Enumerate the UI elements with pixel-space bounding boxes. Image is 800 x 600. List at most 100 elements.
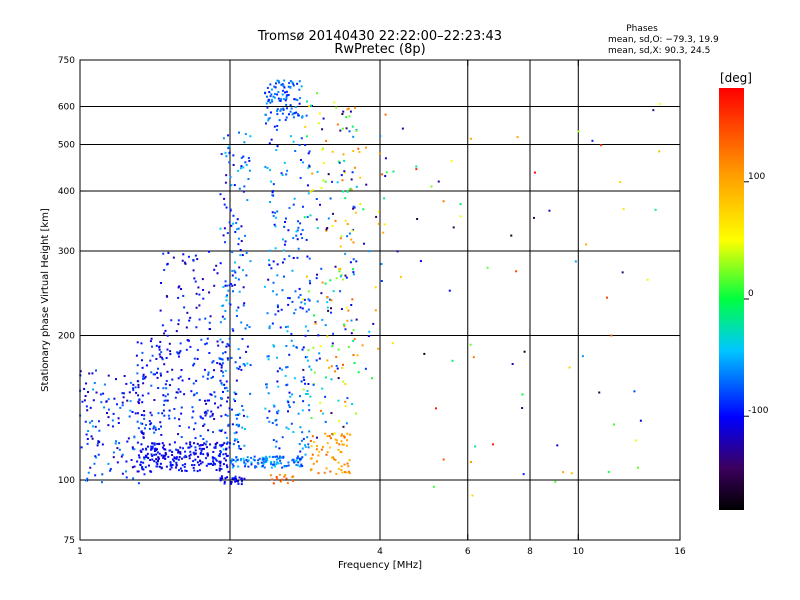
data-point: [183, 456, 186, 459]
data-point: [448, 289, 451, 292]
data-point: [291, 393, 294, 396]
data-point: [330, 456, 333, 459]
data-point: [224, 151, 227, 154]
data-point: [254, 466, 257, 469]
data-point: [309, 214, 312, 217]
data-point: [278, 455, 281, 458]
data-point: [225, 299, 228, 302]
data-point: [268, 91, 271, 94]
data-point: [321, 148, 324, 151]
data-point: [321, 445, 324, 448]
data-point: [344, 405, 347, 408]
data-point: [275, 128, 278, 131]
data-point: [196, 442, 199, 445]
data-point: [304, 453, 307, 456]
data-point: [241, 337, 244, 340]
data-point: [335, 355, 338, 358]
data-point: [231, 251, 234, 254]
data-point: [270, 88, 273, 91]
data-point: [216, 272, 219, 275]
data-point: [307, 446, 310, 449]
data-point: [305, 135, 308, 138]
data-point: [220, 358, 223, 361]
data-point: [169, 461, 172, 464]
data-point: [267, 100, 270, 103]
data-point: [341, 367, 344, 370]
data-point: [194, 437, 197, 440]
data-point: [340, 465, 343, 468]
data-point: [126, 399, 129, 402]
data-point: [214, 395, 217, 398]
data-point: [349, 433, 352, 436]
data-point: [285, 95, 288, 98]
data-point: [267, 119, 270, 122]
data-point: [167, 414, 170, 417]
data-point: [256, 461, 259, 464]
data-point: [213, 391, 216, 394]
data-point: [83, 387, 86, 390]
data-point: [156, 451, 159, 454]
data-point: [654, 208, 657, 211]
data-point: [442, 200, 445, 203]
data-point: [292, 401, 295, 404]
data-point: [234, 271, 237, 274]
data-point: [208, 321, 211, 324]
data-point: [346, 432, 349, 435]
data-point: [111, 425, 114, 428]
data-point: [232, 458, 235, 461]
data-point: [276, 145, 279, 148]
data-point: [223, 197, 226, 200]
stats-line-o: mean, sd,O: −79.3, 19.9: [608, 35, 719, 45]
data-point: [253, 455, 256, 458]
data-point: [236, 438, 239, 441]
data-point: [248, 326, 251, 329]
data-point: [206, 399, 209, 402]
data-point: [178, 351, 181, 354]
data-point: [285, 465, 288, 468]
data-point: [324, 282, 327, 285]
data-point: [235, 480, 238, 483]
data-point: [284, 217, 287, 220]
data-point: [91, 372, 94, 375]
data-point: [343, 463, 346, 466]
data-point: [94, 474, 97, 477]
data-point: [234, 361, 237, 364]
data-point: [232, 477, 235, 480]
data-point: [340, 273, 343, 276]
data-point: [298, 80, 301, 83]
data-point: [275, 293, 278, 296]
data-point: [203, 423, 206, 426]
data-point: [331, 345, 334, 348]
data-point: [193, 277, 196, 280]
data-point: [89, 406, 92, 409]
data-point: [182, 253, 185, 256]
data-point: [228, 407, 231, 410]
data-point: [163, 448, 166, 451]
data-point: [196, 470, 199, 473]
data-point: [103, 383, 106, 386]
data-point: [344, 383, 347, 386]
data-point: [273, 460, 276, 463]
data-point: [224, 386, 227, 389]
data-point: [276, 108, 279, 111]
data-point: [356, 354, 359, 357]
data-point: [219, 464, 222, 467]
data-point: [293, 460, 296, 463]
data-point: [297, 226, 300, 229]
data-point: [315, 436, 318, 439]
data-point: [175, 457, 178, 460]
data-point: [84, 420, 87, 423]
data-point: [139, 422, 142, 425]
data-point: [268, 325, 271, 328]
data-point: [214, 442, 217, 445]
data-point: [324, 432, 327, 435]
data-point: [243, 141, 246, 144]
data-point: [279, 480, 282, 483]
data-point: [211, 412, 214, 415]
data-point: [349, 188, 352, 191]
data-point: [156, 459, 159, 462]
data-point: [277, 97, 280, 100]
data-point: [235, 423, 238, 426]
data-point: [205, 440, 208, 443]
data-point: [266, 312, 269, 315]
